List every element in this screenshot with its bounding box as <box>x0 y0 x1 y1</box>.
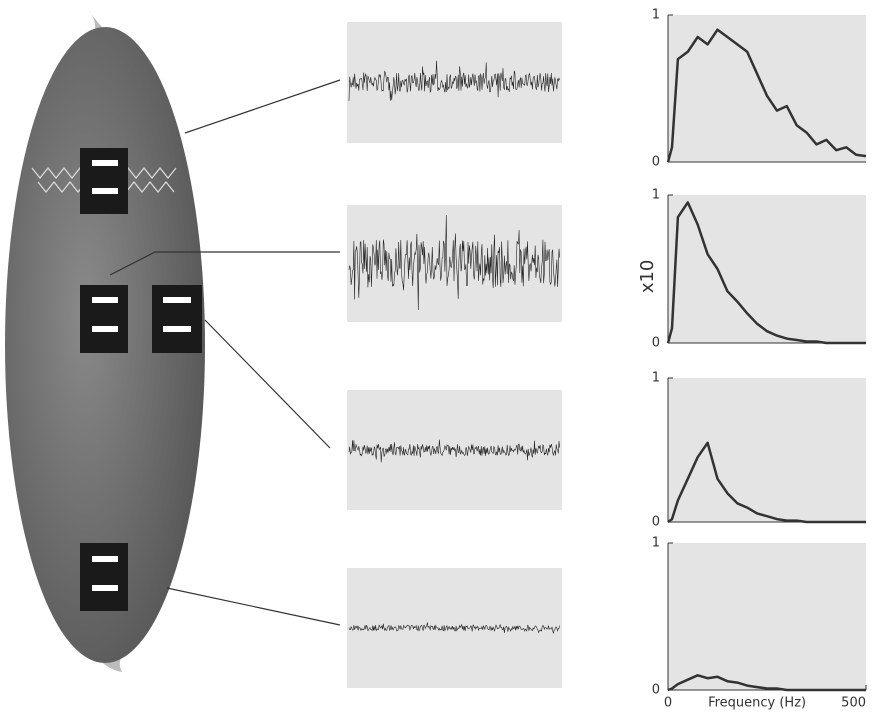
spectrum-line <box>666 201 866 345</box>
connector <box>109 251 340 276</box>
connector <box>204 319 331 449</box>
connector <box>184 79 341 134</box>
y-tick-label: 1 <box>652 188 660 203</box>
spectra: 0 1 0 1 x10 0 1 0 1 0 500 Frequency (Hz) <box>637 8 867 711</box>
emg-traces <box>347 22 562 688</box>
y-tick-label: 0 <box>652 155 660 170</box>
emg-panel <box>347 22 562 143</box>
y-tick-label: 0 <box>652 336 660 351</box>
x-tick-label: 0 <box>664 696 672 711</box>
spectrum-line <box>667 674 866 692</box>
connector-lines <box>109 79 341 626</box>
y-tick-label: 0 <box>652 683 660 698</box>
y-tick-label: 1 <box>652 371 660 386</box>
electrode <box>80 285 128 353</box>
emg-trace <box>348 215 560 311</box>
y-tick-label: 1 <box>652 8 660 23</box>
spectrum-panel <box>668 543 866 690</box>
connector <box>166 587 341 626</box>
y-tick-label: 1 <box>652 536 660 551</box>
spectrum-line <box>666 28 867 163</box>
emg-trace <box>348 60 560 102</box>
electrode <box>80 148 128 214</box>
electrode <box>80 543 128 611</box>
y-tick-label: 0 <box>652 515 660 530</box>
muscle-diagram <box>5 8 205 672</box>
spectrum-panel <box>668 195 866 343</box>
electrode <box>152 285 202 353</box>
x-tick-label: 500 <box>841 696 866 711</box>
y-axis-label: x10 <box>637 260 658 294</box>
spectrum-line <box>667 441 866 524</box>
emg-trace <box>348 439 560 463</box>
spectrum-panel <box>668 378 866 522</box>
x-axis-label: Frequency (Hz) <box>708 696 806 711</box>
emg-trace <box>348 622 560 634</box>
